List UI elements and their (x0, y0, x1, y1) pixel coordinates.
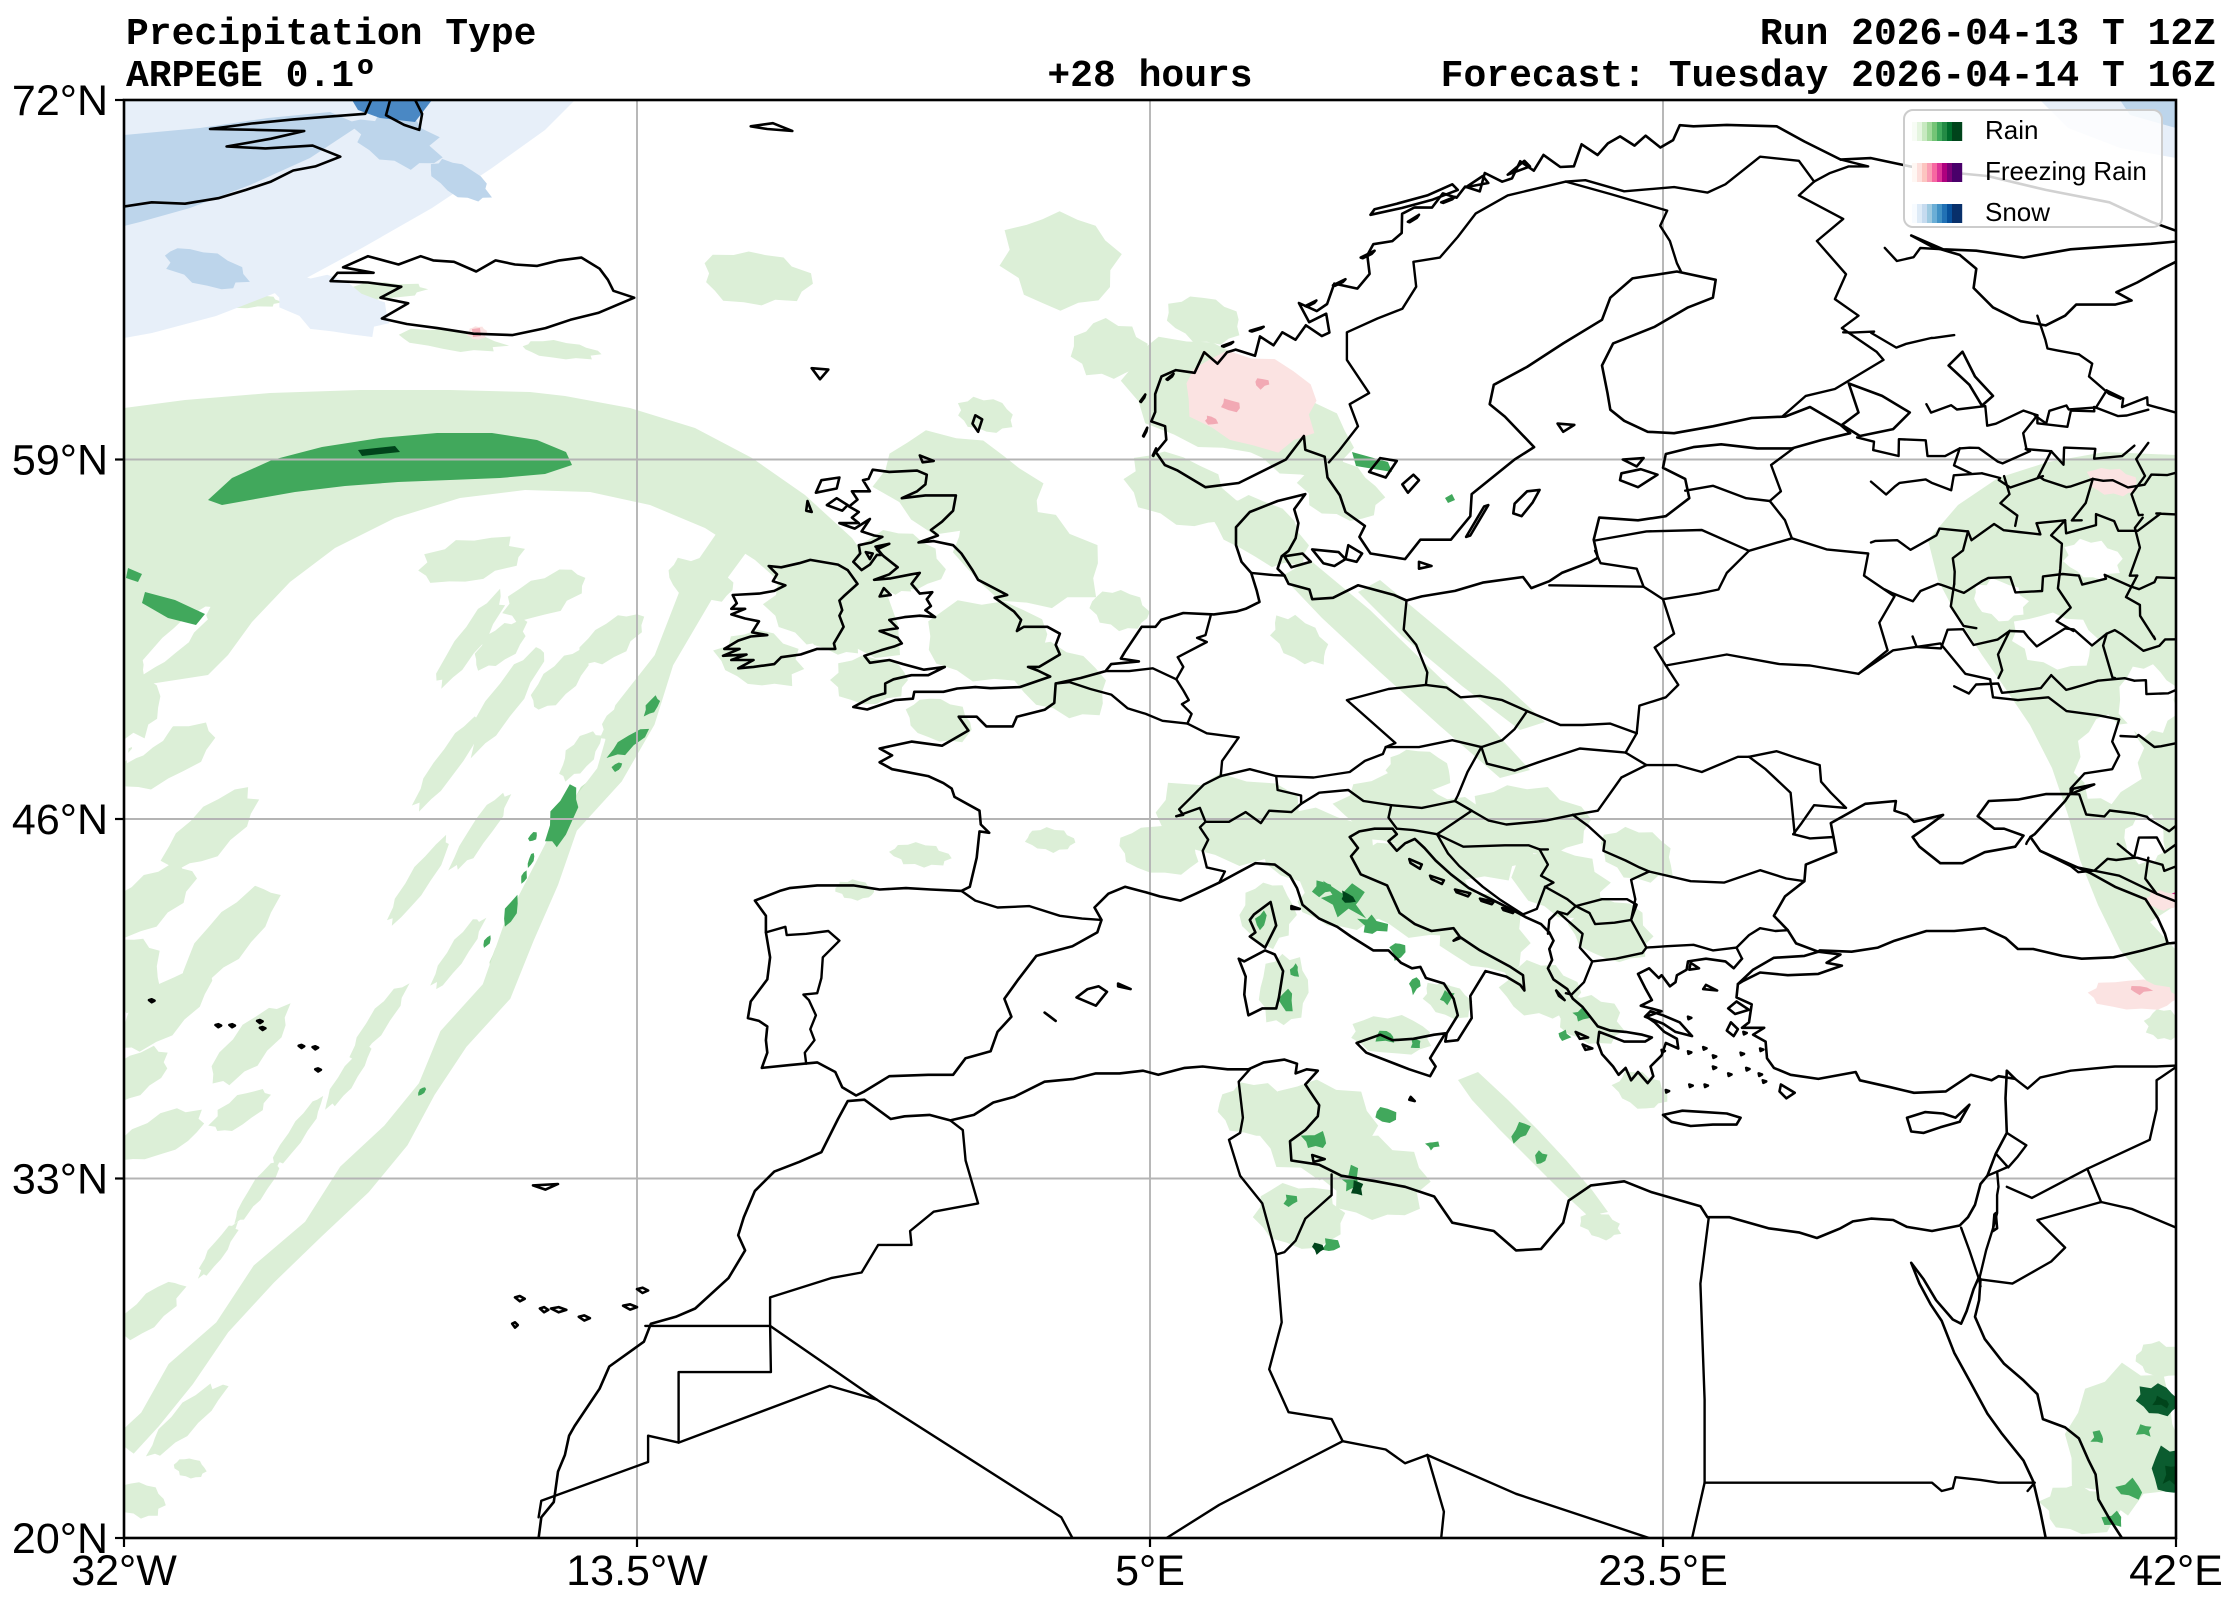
svg-text:Snow: Snow (1985, 197, 2050, 227)
svg-text:33°N: 33°N (12, 1156, 108, 1204)
svg-text:32°W: 32°W (71, 1547, 177, 1595)
svg-text:72°N: 72°N (12, 77, 108, 125)
svg-text:Freezing Rain: Freezing Rain (1985, 156, 2147, 186)
svg-text:Forecast: Tuesday 2026-04-14 T: Forecast: Tuesday 2026-04-14 T 16Z (1441, 55, 2216, 98)
svg-text:23.5°E: 23.5°E (1598, 1547, 1728, 1595)
svg-text:ARPEGE 0.1º: ARPEGE 0.1º (126, 55, 377, 98)
svg-text:5°E: 5°E (1115, 1547, 1185, 1595)
svg-text:Run 2026-04-13 T 12Z: Run 2026-04-13 T 12Z (1760, 13, 2216, 56)
svg-text:+28 hours: +28 hours (1047, 55, 1252, 98)
svg-text:13.5°W: 13.5°W (566, 1547, 708, 1595)
svg-text:42°E: 42°E (2129, 1547, 2223, 1595)
svg-text:46°N: 46°N (12, 796, 108, 844)
svg-text:Precipitation Type: Precipitation Type (126, 13, 536, 56)
svg-text:20°N: 20°N (12, 1515, 108, 1563)
svg-text:Rain: Rain (1985, 115, 2038, 145)
svg-text:59°N: 59°N (12, 437, 108, 485)
